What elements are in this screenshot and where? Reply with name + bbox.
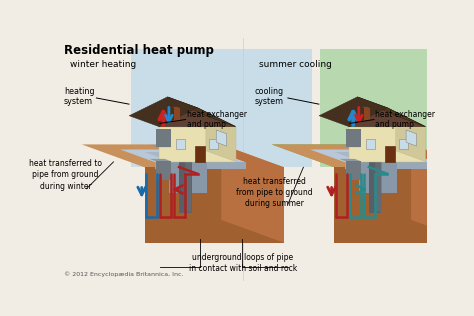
Polygon shape: [216, 130, 227, 146]
Polygon shape: [149, 145, 171, 147]
Polygon shape: [334, 167, 474, 243]
Polygon shape: [159, 108, 236, 126]
Polygon shape: [346, 161, 361, 180]
Polygon shape: [155, 161, 171, 180]
Polygon shape: [406, 130, 417, 146]
Polygon shape: [129, 97, 197, 126]
Text: heat exchanger
and pump: heat exchanger and pump: [187, 110, 247, 129]
Text: cooling
system: cooling system: [255, 87, 283, 106]
Polygon shape: [345, 162, 436, 169]
Polygon shape: [339, 145, 361, 147]
Polygon shape: [365, 138, 374, 149]
Polygon shape: [319, 97, 387, 126]
Polygon shape: [375, 157, 382, 213]
Polygon shape: [357, 97, 425, 126]
Polygon shape: [320, 49, 474, 167]
Polygon shape: [359, 161, 397, 193]
Polygon shape: [176, 138, 185, 149]
Text: heat transferred to
pipe from ground
during winter: heat transferred to pipe from ground dur…: [29, 159, 102, 191]
Polygon shape: [167, 97, 236, 126]
Polygon shape: [195, 146, 205, 161]
Polygon shape: [349, 126, 425, 161]
Polygon shape: [130, 49, 312, 167]
Polygon shape: [334, 152, 397, 161]
Polygon shape: [272, 144, 474, 167]
Polygon shape: [272, 144, 474, 167]
Polygon shape: [145, 167, 284, 243]
Polygon shape: [369, 159, 382, 213]
Polygon shape: [385, 146, 395, 161]
Text: © 2012 Encyclopædia Britannica, Inc.: © 2012 Encyclopædia Britannica, Inc.: [64, 271, 183, 276]
Polygon shape: [363, 157, 382, 159]
Text: Residential heat pump: Residential heat pump: [64, 44, 214, 57]
Polygon shape: [339, 159, 361, 161]
Polygon shape: [179, 159, 191, 213]
Polygon shape: [173, 157, 191, 159]
Polygon shape: [174, 108, 180, 121]
Polygon shape: [155, 129, 171, 147]
Polygon shape: [206, 116, 236, 161]
Polygon shape: [362, 107, 370, 108]
Polygon shape: [169, 161, 207, 193]
Polygon shape: [209, 138, 218, 149]
Polygon shape: [145, 152, 207, 161]
Polygon shape: [82, 144, 284, 167]
Polygon shape: [346, 129, 361, 147]
Text: heating
system: heating system: [64, 87, 94, 106]
Text: summer cooling: summer cooling: [259, 60, 332, 69]
Polygon shape: [349, 108, 425, 126]
Polygon shape: [155, 162, 246, 169]
Text: heat exchanger
and pump: heat exchanger and pump: [375, 110, 436, 129]
Polygon shape: [149, 159, 171, 161]
Text: heat transferred
from pipe to ground
during summer: heat transferred from pipe to ground dur…: [237, 177, 313, 208]
Polygon shape: [399, 138, 408, 149]
Polygon shape: [221, 144, 284, 243]
Text: winter heating: winter heating: [70, 60, 137, 69]
Polygon shape: [185, 157, 191, 213]
Polygon shape: [120, 149, 246, 162]
Text: underground loops of pipe
in contact with soil and rock: underground loops of pipe in contact wit…: [189, 253, 297, 273]
Polygon shape: [411, 144, 474, 243]
Polygon shape: [172, 107, 180, 108]
Polygon shape: [159, 126, 236, 161]
Polygon shape: [310, 149, 436, 162]
Polygon shape: [364, 108, 370, 121]
Polygon shape: [396, 116, 425, 161]
